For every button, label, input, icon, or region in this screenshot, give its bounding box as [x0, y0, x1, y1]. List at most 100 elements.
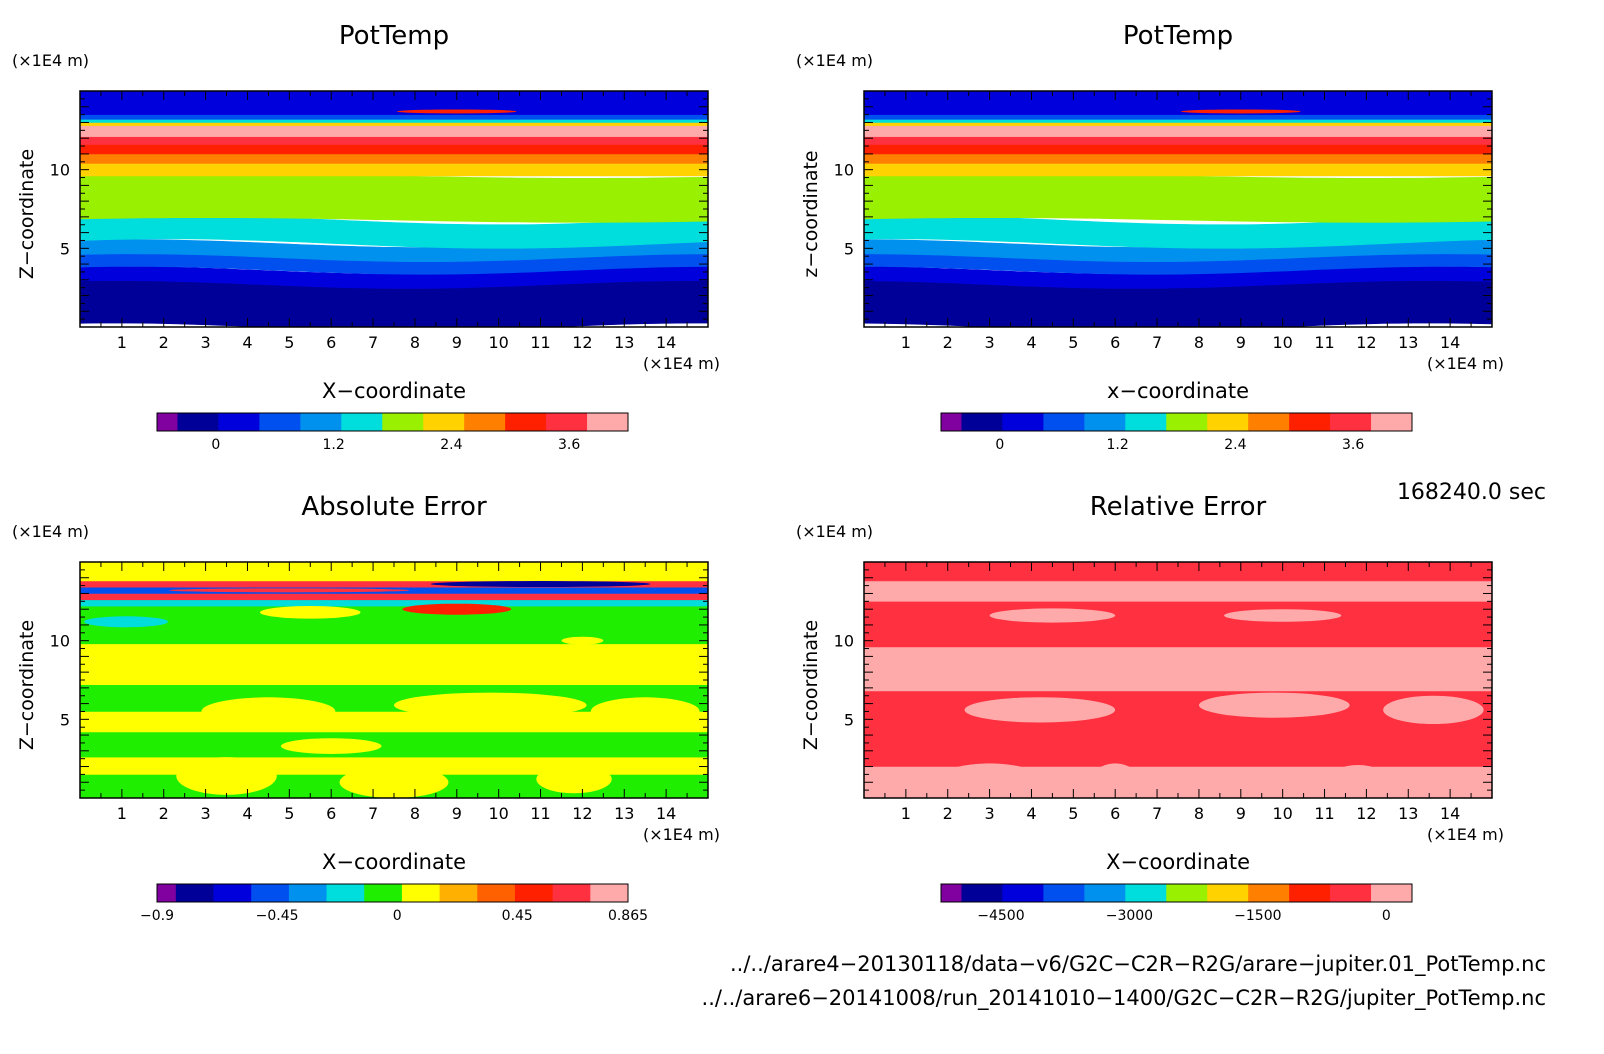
colorbar-tick-label: 3.6	[558, 437, 580, 453]
x-tick-label: 11	[530, 333, 550, 352]
colorbar-swatch	[401, 884, 441, 902]
x-tick-label: 7	[368, 804, 378, 823]
panel-title: PotTemp	[339, 21, 449, 51]
x-tick-label: 10	[488, 804, 508, 823]
panel-title: PotTemp	[1123, 21, 1233, 51]
contour-band	[80, 599, 708, 607]
x-tick-label: 9	[1236, 333, 1246, 352]
x-tick-label: 8	[410, 804, 420, 823]
x-tick-label: 2	[159, 804, 169, 823]
contour-band	[864, 173, 1492, 223]
colorbar-swatch	[288, 884, 328, 902]
x-tick-label: 12	[572, 333, 592, 352]
x-unit-label: (×1E4 m)	[643, 825, 720, 844]
contour-patch	[989, 608, 1116, 623]
y-axis-label: Z−coordinate	[16, 620, 38, 750]
colorbar-swatch	[1125, 413, 1167, 431]
x-tick-label: 3	[985, 333, 995, 352]
contour-band	[80, 91, 708, 115]
x-tick-label: 5	[1068, 804, 1078, 823]
contour-band	[80, 562, 708, 582]
x-tick-label: 13	[614, 333, 634, 352]
x-tick-label: 7	[368, 333, 378, 352]
colorbar-tick-label: 2.4	[440, 437, 462, 453]
contour-patch	[1198, 692, 1350, 718]
colorbar-swatch	[382, 413, 424, 431]
y-unit-label: (×1E4 m)	[796, 51, 873, 70]
contour-band	[864, 601, 1492, 648]
contour-band	[80, 643, 708, 685]
contour-band	[864, 125, 1492, 137]
contour-patch	[176, 757, 277, 795]
contour-band	[864, 646, 1492, 692]
colorbar-swatch	[590, 884, 629, 902]
file-path-1: ../../arare4−20130118/data−v6/G2C−C2R−R2…	[729, 952, 1546, 976]
y-tick-label: 5	[844, 239, 854, 258]
contour-patch	[339, 766, 449, 798]
contour-patch	[394, 692, 587, 718]
x-tick-label: 1	[901, 804, 911, 823]
y-axis-label: Z−coordinate	[800, 620, 822, 750]
x-tick-label: 4	[1026, 804, 1036, 823]
y-tick-label: 10	[834, 161, 854, 180]
field	[864, 562, 1492, 798]
colorbar-swatch	[1166, 884, 1208, 902]
colorbar-tick-label: −4500	[977, 908, 1024, 924]
contour-band	[864, 91, 1492, 115]
colorbar-tick-label: 1.2	[1106, 437, 1128, 453]
contour-band	[80, 621, 708, 645]
contour-band	[1180, 109, 1301, 114]
x-tick-label: 8	[1194, 804, 1204, 823]
contour-band	[80, 136, 708, 145]
colorbar-tick-label: 0.865	[608, 908, 648, 924]
contour-patch	[1383, 695, 1484, 725]
colorbar-swatch	[1248, 884, 1290, 902]
colorbar-swatch	[1002, 884, 1044, 902]
x-axis-label: X−coordinate	[1106, 850, 1250, 874]
contour-band	[80, 114, 708, 120]
contour-band	[80, 122, 708, 126]
contour-band	[80, 684, 708, 695]
y-tick-label: 10	[834, 632, 854, 651]
y-unit-label: (×1E4 m)	[12, 51, 89, 70]
colorbar-swatch	[477, 884, 516, 902]
contour-band	[864, 153, 1492, 164]
colorbar-tick-label: 0	[211, 437, 220, 453]
x-tick-label: 10	[488, 333, 508, 352]
contour-band	[396, 109, 517, 114]
x-unit-label: (×1E4 m)	[643, 354, 720, 373]
colorbar-tick-label: 2.4	[1224, 437, 1246, 453]
colorbar-swatch	[505, 413, 547, 431]
colorbar: 0 1.2 2.4 3.6	[940, 412, 1413, 453]
x-tick-label: 8	[410, 333, 420, 352]
x-tick-label: 3	[201, 333, 211, 352]
x-tick-label: 6	[326, 333, 336, 352]
colorbar-swatch	[552, 884, 591, 902]
colorbar-swatch	[1330, 413, 1372, 431]
x-tick-label: 12	[1356, 804, 1376, 823]
colorbar-swatch	[423, 413, 465, 431]
contour-band	[80, 593, 708, 601]
colorbar-swatch	[1166, 413, 1208, 431]
colorbar-tick-label: 0.45	[502, 908, 533, 924]
x-tick-label: 4	[242, 333, 252, 352]
colorbar-swatch	[1084, 413, 1126, 431]
colorbar-swatch	[213, 884, 252, 902]
contour-band	[864, 215, 1492, 249]
y-tick-label: 5	[60, 710, 70, 729]
contour-band	[864, 163, 1492, 177]
field	[864, 91, 1492, 327]
colorbar-swatch	[175, 884, 215, 902]
contour-patch	[1324, 581, 1426, 593]
x-tick-label: 14	[1440, 333, 1460, 352]
x-tick-label: 12	[1356, 333, 1376, 352]
time-label: 168240.0 sec	[1396, 480, 1546, 505]
x-tick-label: 1	[901, 333, 911, 352]
contour-patch	[201, 697, 336, 726]
x-unit-label: (×1E4 m)	[1427, 825, 1504, 844]
x-tick-label: 5	[284, 333, 294, 352]
